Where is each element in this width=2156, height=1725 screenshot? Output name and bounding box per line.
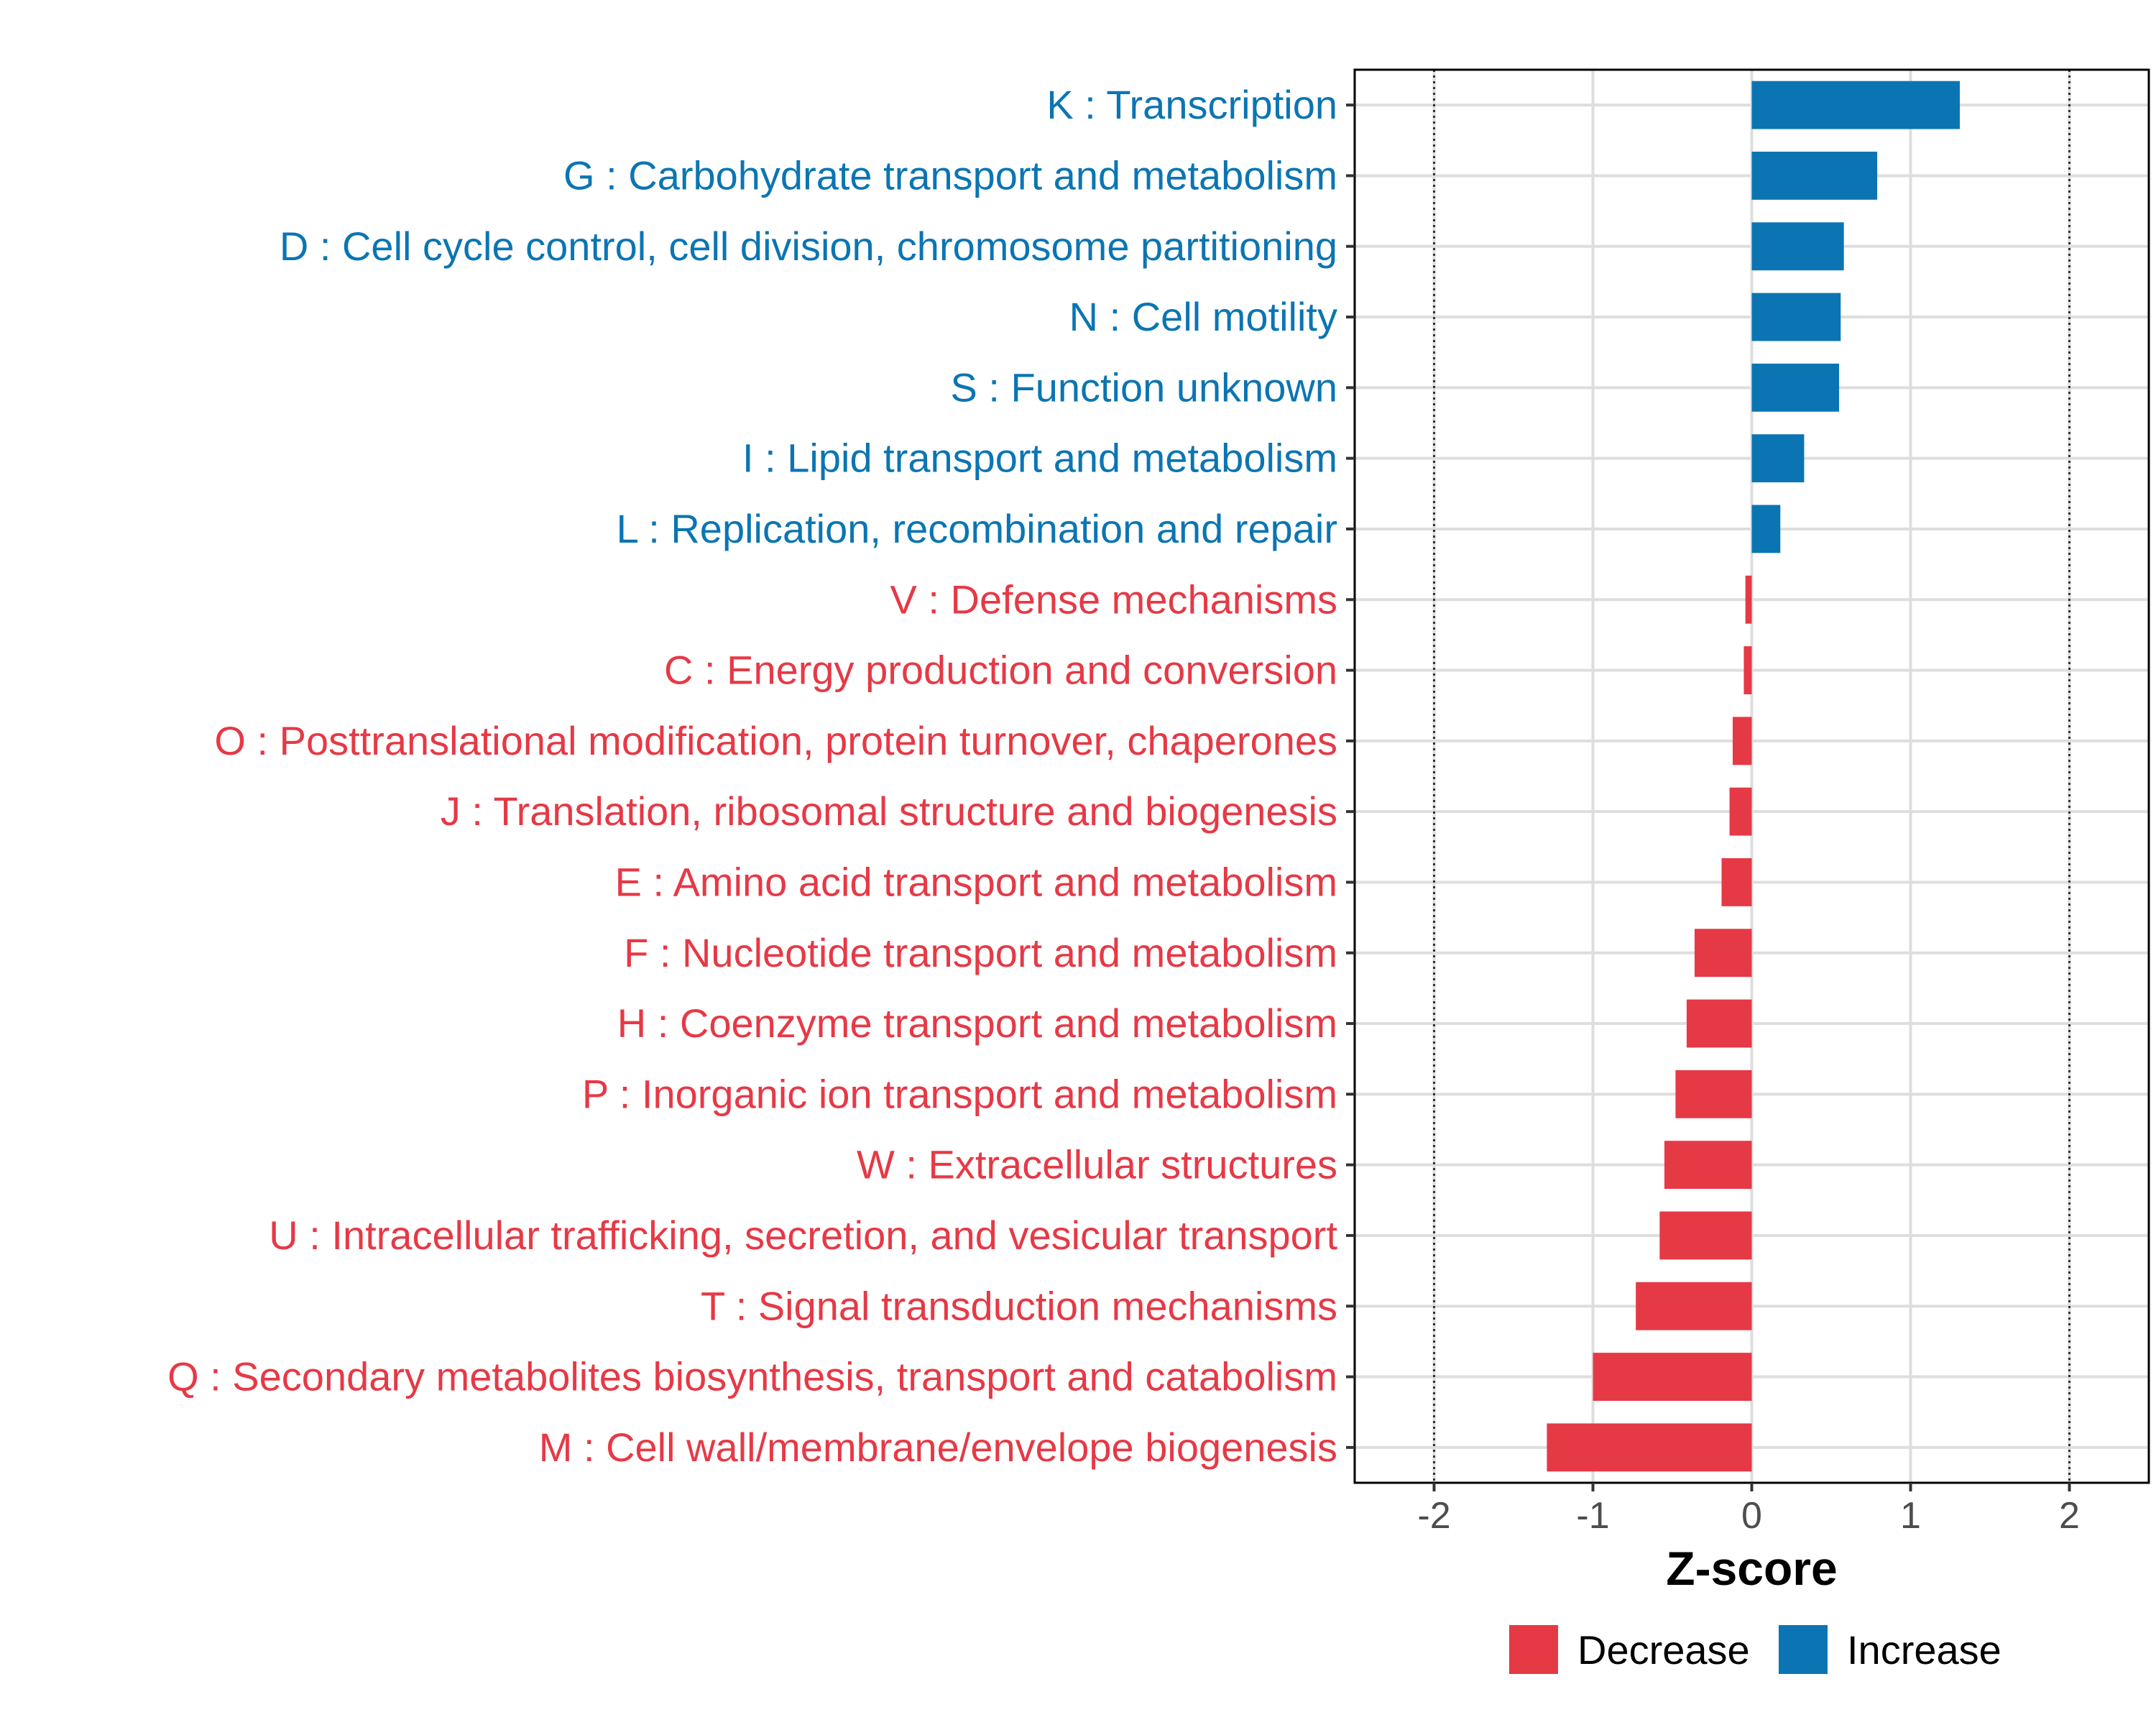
category-label: H : Coenzyme transport and metabolism [617, 1000, 1337, 1046]
category-label: E : Amino acid transport and metabolism [615, 859, 1337, 904]
category-label: U : Intracellular trafficking, secretion… [269, 1213, 1337, 1258]
category-label: S : Function unknown [950, 364, 1337, 410]
bar-w [1664, 1141, 1752, 1190]
category-label: T : Signal transduction mechanisms [701, 1283, 1337, 1328]
x-tick-label: -1 [1576, 1495, 1609, 1537]
legend-label-increase: Increase [1847, 1627, 2001, 1673]
bar-l [1751, 505, 1781, 553]
grid-lines [1355, 70, 2149, 1483]
x-tick-label: -2 [1417, 1495, 1450, 1537]
category-label: W : Extracellular structures [857, 1142, 1337, 1187]
bar-j [1729, 787, 1752, 836]
bar-o [1732, 717, 1752, 765]
x-tick-label: 0 [1741, 1495, 1762, 1537]
category-label: D : Cell cycle control, cell division, c… [280, 224, 1337, 269]
category-label: P : Inorganic ion transport and metaboli… [582, 1071, 1337, 1116]
category-label: L : Replication, recombination and repai… [617, 506, 1337, 551]
category-label: J : Translation, ribosomal structure and… [441, 788, 1337, 834]
x-tick-label: 2 [2059, 1495, 2080, 1537]
category-label: O : Posttranslational modification, prot… [214, 718, 1337, 763]
x-tick-label: 1 [1900, 1495, 1921, 1537]
category-label: K : Transcription [1046, 82, 1337, 127]
category-label: M : Cell wall/membrane/envelope biogenes… [539, 1425, 1337, 1470]
category-label: V : Defense mechanisms [890, 576, 1337, 622]
x-axis-title: Z-score [1666, 1542, 1837, 1595]
bar-i [1751, 434, 1805, 483]
bars [1547, 80, 1961, 1472]
bar-k [1751, 80, 1961, 129]
category-label: F : Nucleotide transport and metabolism [624, 930, 1337, 975]
legend: Decrease Increase [1509, 1625, 2001, 1674]
bar-n [1751, 293, 1841, 341]
bar-d [1751, 222, 1844, 271]
category-label: C : Energy production and conversion [664, 648, 1337, 693]
bar-t [1636, 1282, 1752, 1330]
bar-p [1675, 1070, 1752, 1118]
category-label: N : Cell motility [1069, 294, 1337, 339]
legend-key-increase [1779, 1625, 1828, 1674]
legend-key-decrease [1509, 1625, 1558, 1674]
bar-h [1686, 999, 1752, 1048]
category-label: I : Lipid transport and metabolism [742, 436, 1337, 481]
bar-f [1694, 929, 1752, 978]
bar-e [1721, 858, 1752, 906]
bar-s [1751, 363, 1840, 412]
category-label: Q : Secondary metabolites biosynthesis, … [167, 1354, 1337, 1399]
bar-v [1745, 575, 1752, 624]
legend-label-decrease: Decrease [1577, 1627, 1750, 1673]
bar-u [1659, 1211, 1752, 1260]
x-axis-ticks: -2 -1 0 1 2 [1417, 1483, 2080, 1537]
bar-c [1743, 646, 1752, 694]
bar-g [1751, 152, 1878, 200]
bar-m [1547, 1423, 1752, 1472]
category-label: G : Carbohydrate transport and metabolis… [563, 152, 1337, 198]
y-axis-ticks: K : Transcription G : Carbohydrate transp… [167, 82, 1355, 1470]
bar-q [1593, 1353, 1752, 1401]
